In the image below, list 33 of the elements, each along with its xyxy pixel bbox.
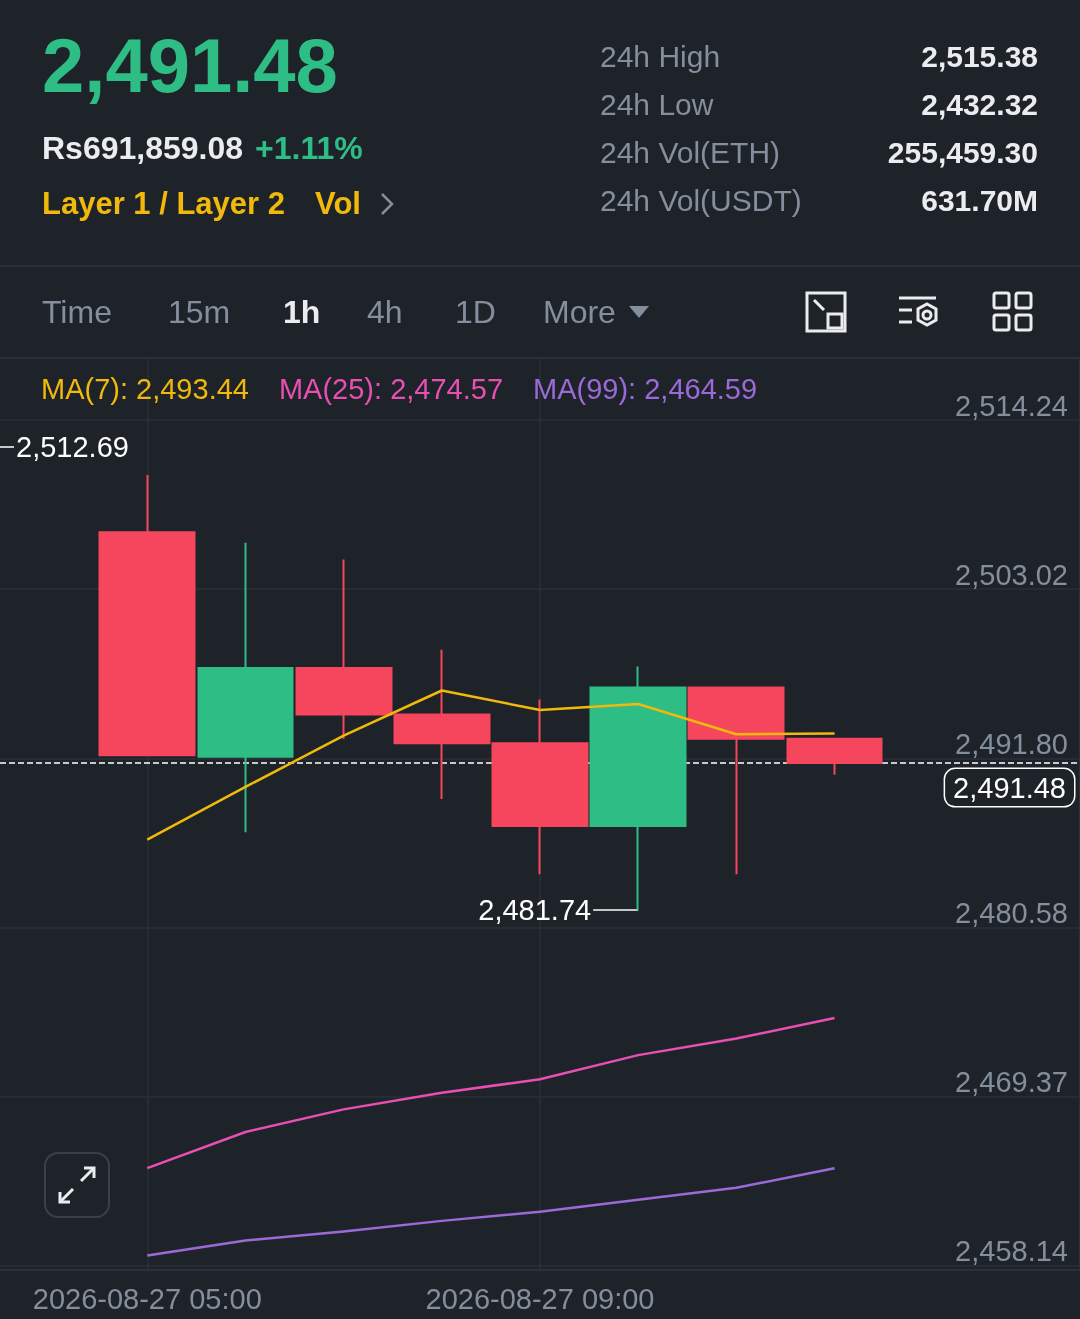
x-tick-label: 2026-08-27 09:00 bbox=[425, 1282, 655, 1315]
text: 2,432.32 bbox=[921, 88, 1038, 122]
text: +1.11% bbox=[255, 130, 363, 166]
annotation: 2,481.74 bbox=[478, 893, 592, 926]
text: MA(99): 2,464.59 bbox=[533, 372, 758, 405]
chart-title: 2,491.48 bbox=[42, 22, 338, 109]
text: 631.70M bbox=[921, 184, 1038, 218]
text: 4h bbox=[367, 293, 403, 331]
text: More bbox=[543, 293, 617, 331]
text: Vol bbox=[315, 186, 361, 222]
text: MA(25): 2,474.57 bbox=[278, 372, 504, 405]
text: 24h High bbox=[600, 40, 721, 74]
y-tick-label: 2,469.37 bbox=[955, 1065, 1068, 1098]
text: 15m bbox=[168, 293, 231, 331]
text: Layer 1 / Layer 2 bbox=[42, 186, 285, 222]
text: Rs691,859.08 bbox=[42, 130, 244, 166]
text: 1D bbox=[455, 293, 496, 331]
annotation: 2,512.69 bbox=[16, 431, 129, 463]
text: 24h Low bbox=[600, 88, 714, 122]
text: MA(7): 2,493.44 bbox=[41, 372, 249, 405]
text: 24h Vol(USDT) bbox=[600, 184, 802, 218]
text: 255,459.30 bbox=[887, 136, 1038, 170]
text: Time bbox=[42, 293, 112, 331]
y-tick-label: 2,491.80 bbox=[955, 727, 1068, 760]
y-tick-label: 2,480.58 bbox=[955, 896, 1068, 929]
y-tick-label: 2,514.24 bbox=[955, 389, 1068, 422]
text: 24h Vol(ETH) bbox=[600, 136, 781, 170]
y-tick-label: 2,503.02 bbox=[955, 558, 1068, 591]
text: 1h bbox=[283, 293, 321, 331]
ref-line-label: 2,491.48 bbox=[953, 771, 1066, 804]
x-tick-label: 2026-08-27 05:00 bbox=[32, 1282, 262, 1315]
y-tick-label: 2,458.14 bbox=[955, 1234, 1068, 1267]
text: 2,515.38 bbox=[921, 40, 1038, 74]
